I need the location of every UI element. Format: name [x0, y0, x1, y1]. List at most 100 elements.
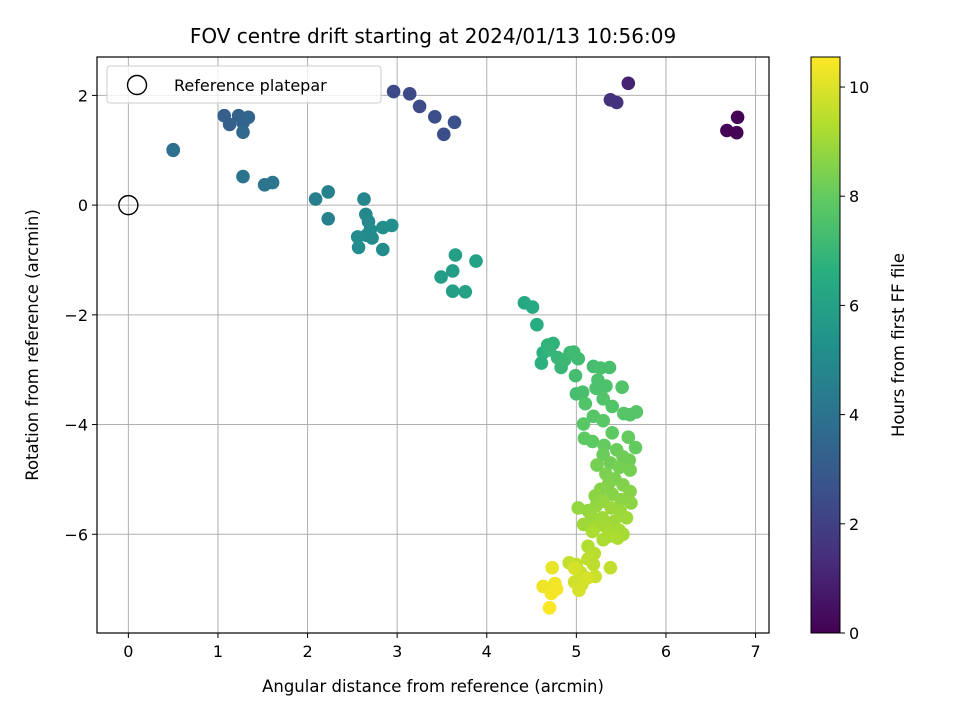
data-point: [385, 218, 399, 233]
data-point: [376, 242, 390, 257]
data-point: [265, 175, 280, 190]
data-point: [402, 87, 417, 101]
data-point: [596, 532, 610, 547]
data-point: [589, 498, 603, 513]
x-tick-label: 1: [213, 642, 223, 661]
data-point: [619, 511, 634, 525]
colorbar-tick-label: 2: [849, 515, 859, 534]
y-tick-label: 0: [78, 196, 88, 215]
data-point: [445, 284, 460, 299]
colorbar-tick-label: 8: [849, 187, 859, 206]
colorbar: 0 2 4 6 8 10 Hours from first FF file: [810, 56, 908, 643]
data-point: [357, 192, 371, 206]
data-point: [236, 169, 250, 184]
data-point: [610, 531, 625, 545]
y-axis-ticks: 2 0 −2 −4 −6: [64, 86, 97, 544]
data-point: [321, 185, 336, 199]
data-point: [605, 426, 619, 440]
data-point: [615, 380, 629, 395]
legend-box: [106, 65, 382, 104]
data-point: [542, 601, 557, 615]
data-point: [596, 392, 610, 406]
x-tick-label: 0: [123, 642, 133, 661]
data-point: [623, 463, 637, 477]
legend: Reference platepar: [106, 65, 382, 104]
data-point: [575, 385, 590, 400]
x-tick-label: 4: [482, 642, 492, 661]
plot-frame: [96, 56, 770, 634]
data-point: [612, 460, 627, 475]
data-point: [458, 285, 473, 299]
data-point: [530, 317, 544, 332]
data-point: [585, 524, 600, 539]
colorbar-ticks: 0 2 4 6 8 10: [840, 78, 869, 643]
data-point: [585, 434, 600, 449]
x-tick-label: 3: [392, 642, 402, 661]
data-point: [386, 84, 401, 99]
x-tick-label: 6: [661, 642, 671, 661]
data-point: [321, 212, 336, 226]
data-point: [437, 127, 451, 142]
data-point: [621, 76, 636, 91]
data-point: [602, 360, 617, 375]
data-point: [578, 396, 593, 411]
data-point: [445, 264, 460, 278]
y-tick-label: 2: [78, 86, 88, 105]
data-point: [241, 110, 256, 125]
colorbar-tick-label: 10: [849, 78, 869, 97]
data-point: [580, 571, 594, 585]
colorbar-gradient: [810, 56, 841, 634]
data-point: [624, 496, 638, 510]
data-point: [222, 117, 237, 132]
data-point: [549, 582, 564, 596]
reference-platepar-point: [118, 194, 139, 216]
y-tick-label: −2: [64, 306, 88, 325]
colorbar-tick-label: 4: [849, 406, 859, 425]
grid-lines: [97, 57, 769, 633]
data-point: [350, 230, 365, 244]
y-tick-label: −6: [64, 525, 88, 544]
x-axis-ticks: 0 1 2 3 4 5 6 7: [123, 633, 761, 661]
data-point: [581, 552, 595, 566]
legend-marker-icon: [126, 74, 148, 96]
data-point: [605, 399, 619, 414]
data-point: [571, 351, 585, 366]
data-point: [412, 99, 427, 114]
data-point: [434, 270, 448, 284]
y-axis-label: Rotation from reference (arcmin): [23, 209, 42, 481]
data-point: [572, 583, 586, 597]
data-point: [629, 405, 644, 419]
data-point: [621, 430, 636, 445]
data-point: [589, 381, 603, 396]
data-point: [623, 484, 637, 499]
legend-label: Reference platepar: [174, 76, 327, 95]
data-point: [576, 417, 591, 431]
data-point: [469, 254, 483, 268]
data-point: [590, 458, 604, 472]
y-tick-label: −4: [64, 416, 88, 435]
data-point: [308, 192, 323, 206]
data-point: [596, 413, 610, 428]
data-point: [351, 240, 366, 255]
data-point: [236, 125, 250, 139]
data-point: [447, 115, 462, 130]
data-point: [622, 453, 636, 468]
data-point: [567, 561, 582, 576]
x-axis-label: Angular distance from reference (arcmin): [262, 677, 604, 696]
data-point: [545, 560, 559, 575]
data-point: [166, 143, 180, 158]
data-point: [568, 368, 583, 383]
colorbar-label: Hours from first FF file: [889, 253, 908, 437]
chart-title: FOV centre drift starting at 2024/01/13 …: [190, 24, 676, 48]
colorbar-tick-label: 6: [849, 296, 859, 315]
data-point: [448, 248, 463, 262]
colorbar-tick-label: 0: [849, 624, 859, 643]
data-point: [628, 440, 643, 455]
x-tick-label: 2: [302, 642, 312, 661]
data-point: [534, 356, 549, 370]
x-tick-label: 7: [750, 642, 760, 661]
x-tick-label: 5: [571, 642, 581, 661]
data-point: [730, 110, 745, 125]
data-points: [166, 76, 745, 615]
